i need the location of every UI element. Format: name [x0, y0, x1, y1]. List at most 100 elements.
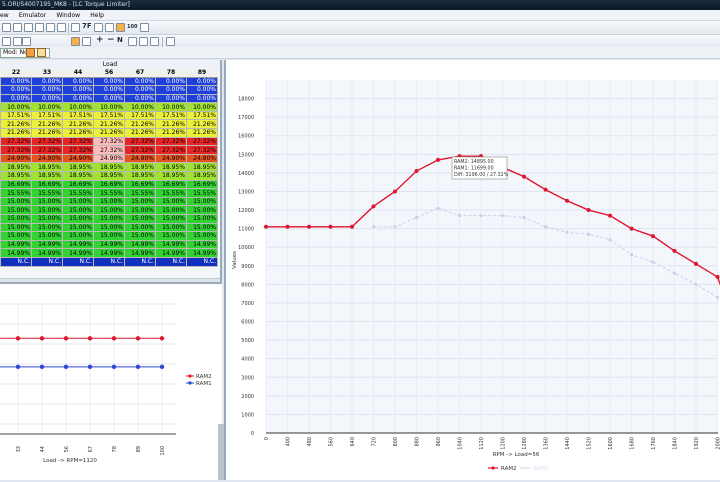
- select-icon[interactable]: [2, 37, 11, 46]
- map-cell[interactable]: 21.26%: [94, 129, 125, 138]
- map-cell[interactable]: 18.95%: [94, 163, 125, 172]
- map-cell[interactable]: 15.00%: [32, 197, 63, 206]
- map-cell[interactable]: 0.00%: [94, 94, 125, 103]
- new-icon[interactable]: [2, 23, 11, 32]
- map-cell[interactable]: 15.00%: [94, 232, 125, 241]
- search-icon[interactable]: [71, 23, 80, 32]
- compare-icon[interactable]: [35, 23, 44, 32]
- zoom-label[interactable]: 100: [127, 24, 137, 30]
- map-cell[interactable]: 15.00%: [94, 197, 125, 206]
- map-cell[interactable]: N.C.: [187, 257, 218, 266]
- map-cell[interactable]: 21.26%: [187, 120, 218, 129]
- map-cell[interactable]: 21.26%: [125, 129, 156, 138]
- map-icon[interactable]: [46, 23, 55, 32]
- map-cell[interactable]: 14.99%: [1, 249, 32, 258]
- map-cell[interactable]: N.C.: [63, 257, 94, 266]
- map-cell[interactable]: 14.99%: [32, 249, 63, 258]
- map-cell[interactable]: 16.69%: [125, 180, 156, 189]
- map-cell[interactable]: 27.32%: [1, 146, 32, 155]
- map-cell[interactable]: 21.26%: [94, 120, 125, 129]
- map-cell[interactable]: 15.00%: [63, 223, 94, 232]
- map-cell[interactable]: 10.00%: [156, 103, 187, 112]
- map-cell[interactable]: 14.99%: [94, 249, 125, 258]
- map-cell[interactable]: 10.00%: [187, 103, 218, 112]
- map-cell[interactable]: 27.32%: [156, 137, 187, 146]
- map-cell[interactable]: 15.00%: [63, 232, 94, 241]
- map3d-icon[interactable]: [116, 23, 125, 32]
- map-cell[interactable]: N.C.: [125, 257, 156, 266]
- map-cell[interactable]: 15.00%: [156, 206, 187, 215]
- map-cell[interactable]: 15.00%: [94, 215, 125, 224]
- map-cell[interactable]: 0.00%: [63, 94, 94, 103]
- map-cell[interactable]: 15.00%: [125, 232, 156, 241]
- map-cell[interactable]: 18.95%: [125, 172, 156, 181]
- map-cell[interactable]: 18.95%: [1, 172, 32, 181]
- map-cell[interactable]: 15.00%: [1, 206, 32, 215]
- map-cell[interactable]: 27.32%: [187, 146, 218, 155]
- map-cell[interactable]: 15.55%: [125, 189, 156, 198]
- map-cell[interactable]: 15.00%: [187, 215, 218, 224]
- map-cell[interactable]: 0.00%: [32, 86, 63, 95]
- map-cell[interactable]: 10.00%: [32, 103, 63, 112]
- map-cell[interactable]: 16.69%: [187, 180, 218, 189]
- map-cell[interactable]: N.C.: [94, 257, 125, 266]
- map-cell[interactable]: 21.26%: [1, 129, 32, 138]
- map-cell[interactable]: 27.32%: [1, 137, 32, 146]
- map-cell[interactable]: 18.95%: [125, 163, 156, 172]
- map-cell[interactable]: 24.90%: [156, 154, 187, 163]
- map-cell[interactable]: 21.26%: [63, 129, 94, 138]
- map-cell[interactable]: 0.00%: [187, 86, 218, 95]
- map-cell[interactable]: 15.00%: [32, 215, 63, 224]
- map-cell[interactable]: 18.95%: [94, 172, 125, 181]
- copy-icon[interactable]: [13, 37, 22, 46]
- map-cell[interactable]: 17.51%: [94, 111, 125, 120]
- save-icon[interactable]: [24, 23, 33, 32]
- menu-window[interactable]: Window: [56, 10, 80, 21]
- map-cell[interactable]: 14.99%: [156, 249, 187, 258]
- map-cell[interactable]: 10.00%: [1, 103, 32, 112]
- map-cell[interactable]: N.C.: [1, 257, 32, 266]
- map-cell[interactable]: 15.00%: [32, 206, 63, 215]
- map-cell[interactable]: 15.00%: [156, 232, 187, 241]
- map-cell[interactable]: 0.00%: [156, 77, 187, 86]
- paste-icon[interactable]: [22, 37, 31, 46]
- undo-icon[interactable]: [128, 37, 137, 46]
- map-cell[interactable]: 21.26%: [63, 120, 94, 129]
- map-cell[interactable]: 14.99%: [125, 249, 156, 258]
- map-cell[interactable]: 0.00%: [1, 77, 32, 86]
- map-cell[interactable]: 27.32%: [187, 137, 218, 146]
- map-cell[interactable]: 21.26%: [32, 120, 63, 129]
- map-cell[interactable]: 21.26%: [187, 129, 218, 138]
- map-cell[interactable]: 27.32%: [156, 146, 187, 155]
- map-cell[interactable]: 17.51%: [32, 111, 63, 120]
- map-cell[interactable]: 16.69%: [63, 180, 94, 189]
- map-cell[interactable]: 18.95%: [187, 172, 218, 181]
- map-cell[interactable]: 15.00%: [187, 197, 218, 206]
- map-cell[interactable]: 15.00%: [156, 215, 187, 224]
- paste-special-icon[interactable]: [150, 37, 159, 46]
- map-cell[interactable]: 16.69%: [156, 180, 187, 189]
- map-cell[interactable]: 21.26%: [156, 120, 187, 129]
- view-icon[interactable]: [57, 23, 66, 32]
- map-cell[interactable]: 15.55%: [32, 189, 63, 198]
- map-cell[interactable]: 16.69%: [32, 180, 63, 189]
- map-cell[interactable]: 15.00%: [125, 206, 156, 215]
- map-cell[interactable]: 15.55%: [187, 189, 218, 198]
- map-cell[interactable]: 15.00%: [156, 197, 187, 206]
- map-cell[interactable]: 18.95%: [63, 163, 94, 172]
- map-cell[interactable]: 10.00%: [125, 103, 156, 112]
- map-cell[interactable]: 15.00%: [125, 215, 156, 224]
- map-cell[interactable]: 21.26%: [1, 120, 32, 129]
- map-cell[interactable]: 0.00%: [63, 86, 94, 95]
- map-cell[interactable]: 24.90%: [187, 154, 218, 163]
- map-cell[interactable]: 18.95%: [1, 163, 32, 172]
- map-cell[interactable]: 21.26%: [32, 129, 63, 138]
- map-cell[interactable]: 15.00%: [187, 223, 218, 232]
- map-cell[interactable]: 24.90%: [32, 154, 63, 163]
- map-cell[interactable]: 24.90%: [94, 154, 125, 163]
- graph-icon[interactable]: [105, 23, 114, 32]
- plus-icon[interactable]: +: [96, 35, 104, 45]
- map-cell[interactable]: 27.32%: [32, 146, 63, 155]
- map-cell[interactable]: 24.90%: [63, 154, 94, 163]
- menu-view[interactable]: ew: [0, 10, 9, 21]
